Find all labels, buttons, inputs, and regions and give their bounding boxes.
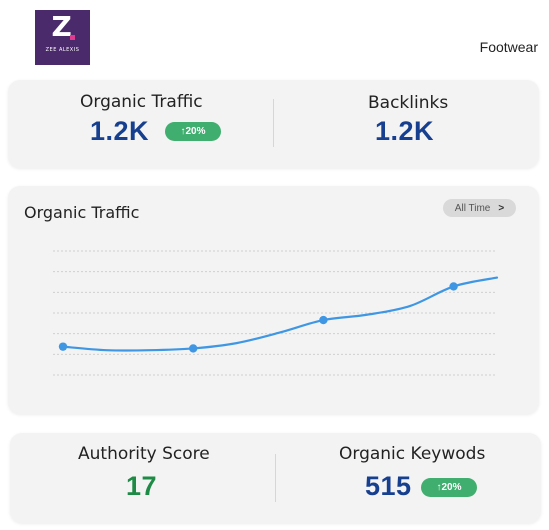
metric-divider [275,454,276,502]
organic-traffic-growth-badge: ↑20% [165,122,221,141]
organic-traffic-value: 1.2K [90,116,150,146]
backlinks-value: 1.2K [375,116,435,146]
time-range-label: All Time [454,202,491,214]
traffic-summary-card: Organic Traffic 1.2K ↑20% Backlinks 1.2K [8,80,539,168]
backlinks-label: Backlinks [368,93,449,113]
logo-text: ZEE ALEXIS [45,47,80,53]
chevron-right-icon: > [498,202,505,214]
authority-score-label: Authority Score [78,444,210,464]
category-label: Footwear [479,39,538,55]
traffic-series-line [61,276,499,352]
data-point-marker[interactable] [58,342,68,351]
logo-letter: Z [51,10,72,43]
organic-traffic-label: Organic Traffic [80,92,203,112]
traffic-line-chart [53,250,499,376]
data-point-marker[interactable] [449,282,458,291]
logo-dot [69,35,75,40]
organic-keywords-value: 515 [365,471,412,501]
logo-mark: Z [51,10,75,43]
organic-keywords-growth-badge: ↑20% [421,478,477,497]
chart-title: Organic Traffic [24,203,140,222]
data-point-marker[interactable] [319,315,328,325]
organic-keywords-label: Organic Keywods [339,444,486,464]
authority-score-value: 17 [126,471,158,501]
organic-traffic-chart-card: Organic Traffic All Time > [8,186,539,414]
authority-keywords-card: Authority Score 17 Organic Keywods 515 ↑… [10,433,541,523]
brand-logo: Z ZEE ALEXIS [35,10,90,65]
metric-divider [273,99,274,147]
data-point-marker[interactable] [189,344,198,353]
time-range-button[interactable]: All Time > [443,199,516,217]
